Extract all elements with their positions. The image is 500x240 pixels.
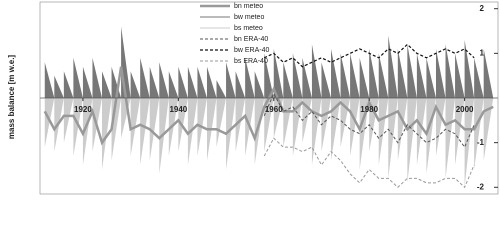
y-tick-label: -2 [477, 182, 485, 191]
x-tick-label: 1940 [169, 105, 187, 114]
line [263, 137, 475, 189]
x-tick-label: 2000 [456, 105, 474, 114]
y-tick-label: -1 [477, 138, 485, 147]
x-tick-label: 1960 [265, 105, 283, 114]
legend-label: bn ERA-40 [234, 36, 268, 43]
line [263, 92, 475, 149]
y-axis-label: mass balance [m w.e.] [7, 55, 16, 140]
x-tick-label: 1980 [360, 105, 378, 114]
legend-label: bw ERA-40 [234, 47, 270, 54]
area [44, 26, 494, 99]
y-tick-label: 2 [480, 4, 485, 13]
chart: mass balance [m w.e.] 1920 1940 1960 1980 20… [7, 1, 499, 195]
line [263, 43, 475, 68]
y-tick-label: 1 [480, 48, 485, 57]
page: mass balance [m w.e.] 1920 1940 1960 1980 20… [7, 1, 499, 195]
frame [39, 1, 499, 195]
legend-label: bw meteo [234, 14, 264, 21]
legend-label: bs meteo [234, 25, 263, 32]
legend-label: bn meteo [234, 3, 263, 10]
x-tick-label: 1920 [74, 105, 92, 114]
legend-label: bs ERA-40 [234, 58, 268, 65]
